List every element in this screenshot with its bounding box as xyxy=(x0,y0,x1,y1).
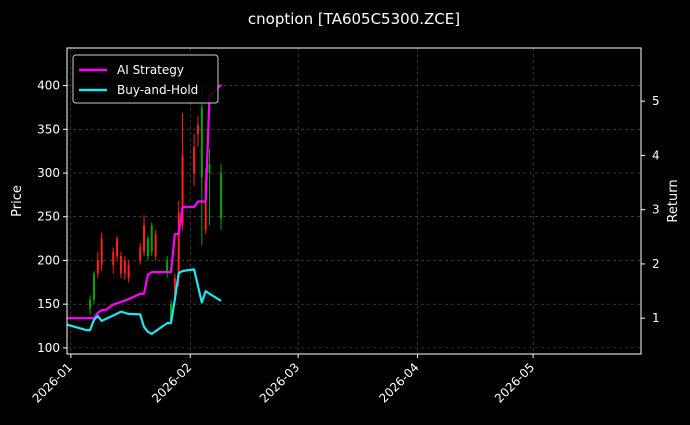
legend-label: Buy-and-Hold xyxy=(117,83,198,97)
y2-tick-label: 3 xyxy=(652,203,660,217)
candle-body xyxy=(96,260,99,274)
candle-body xyxy=(92,273,95,300)
legend: AI Strategy Buy-and-Hold xyxy=(72,54,219,104)
candle-body xyxy=(143,225,146,252)
candle-body xyxy=(166,260,169,274)
y2-tick-label: 5 xyxy=(652,94,660,108)
y2-tick-label: 2 xyxy=(652,257,660,271)
series-lines xyxy=(66,84,222,335)
y2-tick-label: 4 xyxy=(652,148,660,162)
chart-title: cnoption [TA605C5300.ZCE] xyxy=(248,10,460,28)
y2-tick-label: 1 xyxy=(652,311,660,325)
legend-label: AI Strategy xyxy=(117,63,184,77)
y-tick-label: 150 xyxy=(37,297,60,311)
y2-axis-label: Return xyxy=(666,179,681,222)
y-axis-label: Price xyxy=(10,185,25,217)
candle-body xyxy=(127,264,130,278)
candle-body xyxy=(100,238,103,265)
candle-body xyxy=(154,234,157,257)
candle-body xyxy=(146,238,149,257)
candle-body xyxy=(204,181,207,230)
y-tick-label: 350 xyxy=(37,122,60,136)
candle-body xyxy=(150,225,153,252)
legend-box xyxy=(72,54,219,104)
y-tick-label: 200 xyxy=(37,253,60,267)
series-line xyxy=(67,84,222,320)
candle-body xyxy=(123,260,126,274)
candle-body xyxy=(200,107,203,178)
candle-body xyxy=(139,247,142,261)
candle-body xyxy=(196,124,199,134)
candle-body xyxy=(193,146,196,174)
candle-body xyxy=(119,256,122,274)
candle-body xyxy=(181,155,184,226)
candle-body xyxy=(116,238,119,257)
y-tick-label: 100 xyxy=(37,341,60,355)
candle-body xyxy=(112,251,115,265)
candle-body xyxy=(173,277,176,296)
candle-body xyxy=(89,299,92,309)
y-tick-label: 400 xyxy=(37,79,60,93)
y-tick-label: 250 xyxy=(37,210,60,224)
y-tick-label: 300 xyxy=(37,166,60,180)
candle-body xyxy=(177,212,180,278)
candle-body xyxy=(220,173,223,219)
candle-body xyxy=(208,164,211,174)
plot-frame xyxy=(66,47,642,355)
series-line xyxy=(66,268,222,335)
candle-body xyxy=(170,304,173,322)
